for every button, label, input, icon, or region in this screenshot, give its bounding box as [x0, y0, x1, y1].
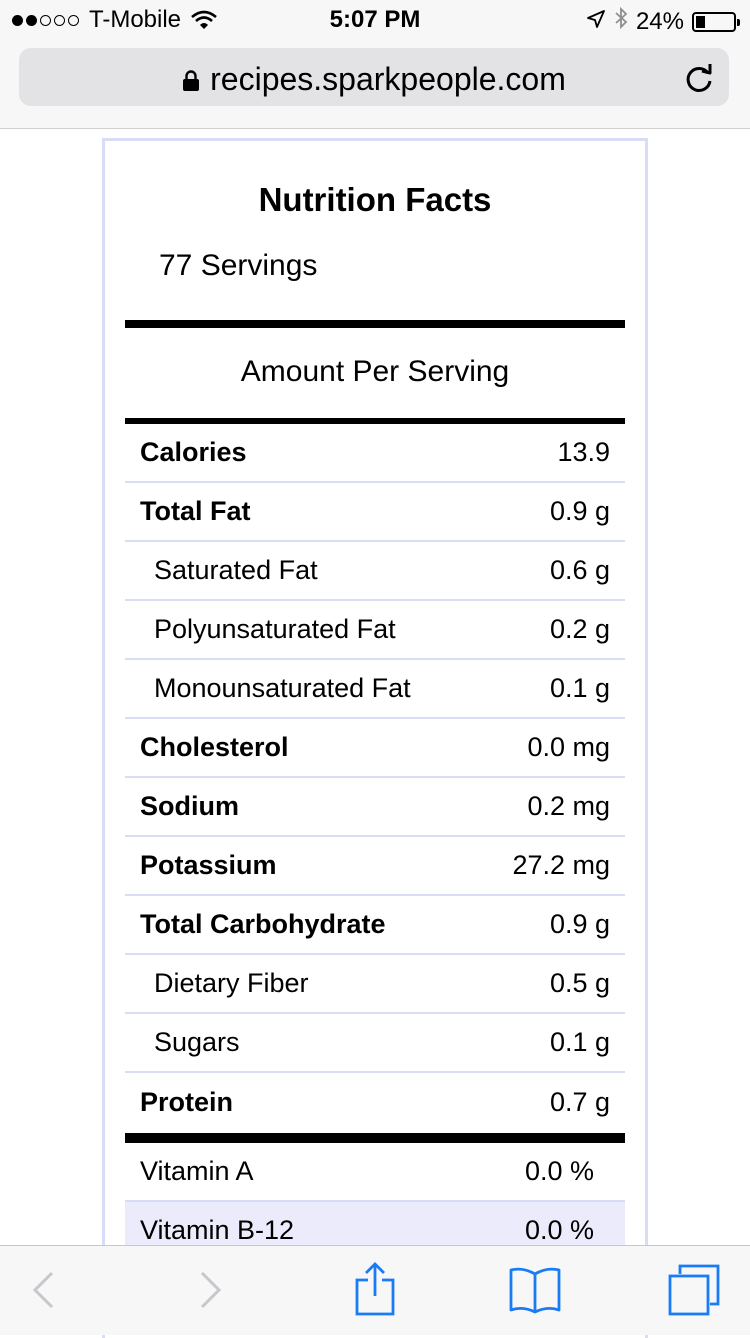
nutrient-label: Total Carbohydrate: [140, 909, 386, 939]
nutrient-value: 13.9: [557, 437, 610, 467]
servings-count: 77 Servings: [159, 249, 318, 282]
nutrient-row-saturated-fat: Saturated Fat 0.6 g: [125, 542, 625, 601]
vitamin-value: 0.0 %: [525, 1156, 595, 1186]
status-bar: T-Mobile 5:07 PM 24%: [0, 0, 750, 40]
nutrient-row-calories: Calories 13.9: [125, 424, 625, 483]
signal-dot: [40, 14, 51, 26]
nutrient-value: 0.9 g: [549, 496, 610, 526]
nutrient-table: Calories 13.9 Total Fat 0.9 g Saturated Fa…: [125, 424, 625, 1132]
nutrient-value: 0.1 g: [549, 673, 610, 703]
nutrient-row-dietary-fiber: Dietary Fiber 0.5 g: [125, 955, 625, 1014]
nutrient-row-polyunsaturated-fat: Polyunsaturated Fat 0.2 g: [125, 601, 625, 660]
nutrient-value: 0.2 g: [549, 614, 610, 644]
nutrient-label: Monounsaturated Fat: [154, 673, 411, 703]
signal-dot: [12, 14, 23, 26]
nutrient-row-monounsaturated-fat: Monounsaturated Fat 0.1 g: [125, 660, 625, 719]
nutrient-row-potassium: Potassium 27.2 mg: [125, 837, 625, 896]
url-field[interactable]: recipes.sparkpeople.com: [19, 48, 729, 106]
vitamin-label: Vitamin B-12: [140, 1215, 295, 1245]
share-icon[interactable]: [354, 1262, 396, 1321]
vitamin-label: Vitamin A: [140, 1156, 254, 1186]
nutrient-label: Saturated Fat: [154, 555, 318, 585]
nutrient-value: 0.5 g: [549, 968, 610, 998]
lock-icon: [182, 63, 200, 100]
battery-fill: [696, 15, 705, 28]
battery-percent: 24%: [635, 7, 684, 35]
nutrient-label: Sugars: [154, 1027, 240, 1057]
nutrient-label: Total Fat: [140, 496, 251, 526]
nutrient-label: Protein: [140, 1087, 234, 1117]
status-right: 24%: [586, 6, 740, 37]
nutrient-value: 0.7 g: [549, 1087, 610, 1117]
signal-dot: [54, 14, 65, 26]
nutrient-label: Sodium: [140, 791, 239, 821]
nutrient-value: 0.6 g: [549, 555, 610, 585]
nutrient-row-total-carbohydrate: Total Carbohydrate 0.9 g: [125, 896, 625, 955]
url-text: recipes.sparkpeople.com: [210, 61, 566, 97]
divider-thick: [125, 1133, 625, 1143]
wifi-icon: [191, 10, 217, 30]
nutrient-value: 27.2 mg: [512, 850, 610, 880]
nutrient-label: Polyunsaturated Fat: [154, 614, 396, 644]
amount-per-serving: Amount Per Serving: [240, 355, 510, 388]
nutrient-value: 0.0 mg: [527, 732, 610, 762]
back-icon[interactable]: [30, 1270, 56, 1315]
forward-icon[interactable]: [198, 1270, 224, 1315]
battery-icon: [692, 11, 740, 32]
url-display[interactable]: recipes.sparkpeople.com: [19, 61, 729, 100]
nutrition-title: Nutrition Facts: [258, 181, 492, 218]
browser-toolbar: [0, 1245, 750, 1335]
status-left: T-Mobile: [12, 6, 217, 34]
signal-strength: [12, 14, 79, 26]
carrier-name: T-Mobile: [89, 6, 182, 33]
nutrition-facts-panel: Nutrition Facts 77 Servings Amount Per S…: [102, 138, 648, 1338]
nutrient-label: Dietary Fiber: [154, 968, 309, 998]
vitamin-table: Vitamin A 0.0 % Vitamin B-12 0.0 %: [125, 1143, 625, 1261]
bluetooth-icon: [614, 6, 628, 37]
reload-icon[interactable]: [683, 60, 715, 99]
nutrient-label: Cholesterol: [140, 732, 289, 762]
bookmarks-icon[interactable]: [508, 1266, 562, 1319]
signal-dot: [26, 14, 37, 26]
nutrient-row-cholesterol: Cholesterol 0.0 mg: [125, 719, 625, 778]
nutrient-row-sodium: Sodium 0.2 mg: [125, 778, 625, 837]
nutrient-row-protein: Protein 0.7 g: [125, 1073, 625, 1132]
nutrient-row-sugars: Sugars 0.1 g: [125, 1014, 625, 1073]
location-arrow-icon: [586, 8, 606, 36]
divider-thick: [125, 418, 625, 424]
nutrient-value: 0.1 g: [549, 1027, 610, 1057]
vitamin-value: 0.0 %: [525, 1215, 595, 1245]
nutrient-value: 0.9 g: [549, 909, 610, 939]
divider-thick: [125, 320, 625, 328]
address-bar: recipes.sparkpeople.com: [0, 40, 750, 129]
nutrient-label: Potassium: [140, 850, 277, 880]
nutrient-label: Calories: [140, 437, 247, 467]
nutrient-value: 0.2 mg: [527, 791, 610, 821]
status-time: 5:07 PM: [329, 6, 421, 33]
signal-dot: [68, 14, 79, 26]
nutrient-row-total-fat: Total Fat 0.9 g: [125, 483, 625, 542]
tabs-icon[interactable]: [668, 1264, 720, 1321]
vitamin-row-a: Vitamin A 0.0 %: [125, 1143, 625, 1202]
